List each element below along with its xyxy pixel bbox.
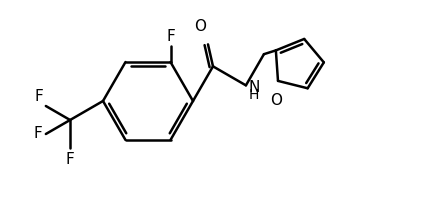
Text: O: O [270, 93, 282, 108]
Text: F: F [34, 89, 43, 104]
Text: N: N [249, 80, 260, 95]
Text: O: O [194, 19, 206, 34]
Text: F: F [66, 152, 75, 167]
Text: F: F [33, 127, 42, 141]
Text: F: F [166, 29, 175, 44]
Text: H: H [249, 88, 259, 102]
